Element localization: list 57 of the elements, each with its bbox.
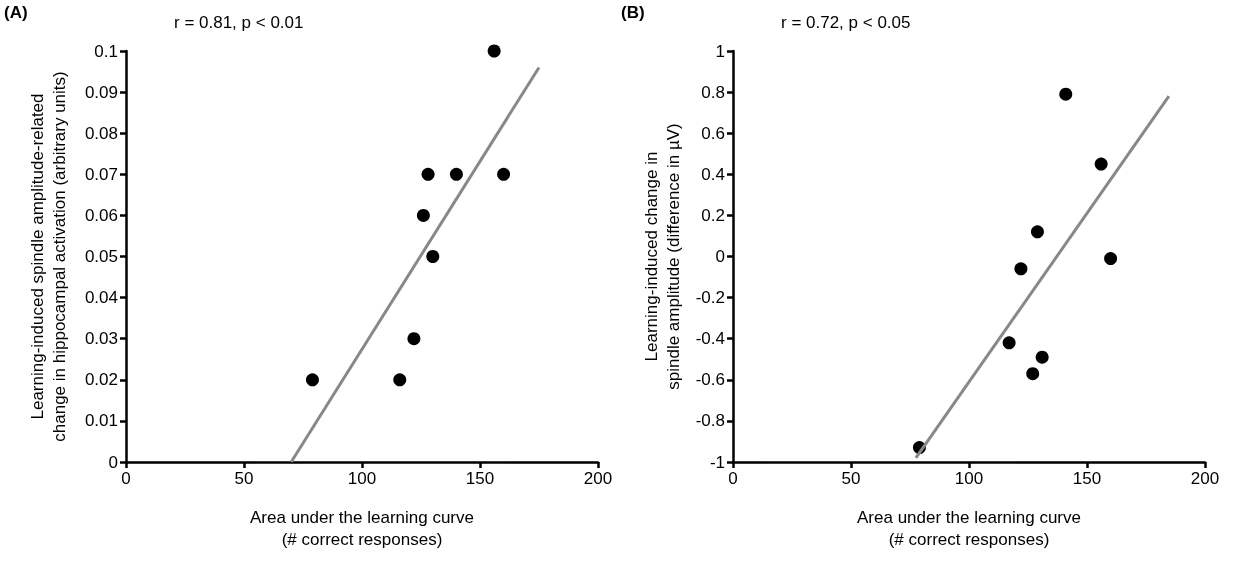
x-tick-label: 0 [121,469,131,488]
y-tick-label: 0.8 [701,82,725,102]
y-axis-title: Learning-induced change in spindle amplitude (difference in µV) [642,123,684,390]
x-tick-label: 150 [465,469,495,488]
point [1002,336,1016,350]
x-tick-label: 100 [954,469,984,488]
y-tick-label: 0.06 [84,205,118,225]
y-axis-title: Learning-induced spindle amplitude-related change in hippocampal activation (arbitrary units) [27,71,69,442]
y-tick-label: 0.09 [84,82,118,102]
point [393,373,407,387]
y-tick-label: 0.04 [84,288,118,308]
y-tick-label: 0.1 [94,41,118,61]
y-tick-label: 0.08 [84,123,118,143]
point [497,167,511,181]
point [1059,87,1073,101]
y-tick-label: 1 [715,41,725,61]
point [305,373,319,387]
y-tick-label: 0.6 [701,123,725,143]
x-tick-label: 50 [234,469,254,488]
point [416,208,430,222]
x-tick-label: 200 [583,469,613,488]
x-tick-label: 50 [841,469,861,488]
x-axis-title: Area under the learning curve (# correct responses) [250,507,474,549]
point [1026,367,1040,381]
text: r = 0.72, p < 0.05 [781,13,911,32]
y-tick-label: -0.8 [695,411,725,431]
text: r = 0.81, p < 0.01 [174,13,304,32]
y-tick-label: 0.01 [84,411,118,431]
y-tick-label: -0.4 [695,329,725,349]
y-tick-label: -0.6 [695,370,725,390]
y-tick-label: -1 [709,452,725,472]
chart-title: (A) [4,3,28,22]
y-tick-label: 0.4 [701,164,725,184]
x-tick-label: 150 [1072,469,1102,488]
point [1014,262,1028,276]
x-tick-label: 0 [728,469,738,488]
point [1035,350,1049,364]
chart-title: (B) [621,3,645,22]
point [487,44,501,58]
point [1030,225,1044,239]
y-tick-label: 0 [108,452,118,472]
point [407,332,421,346]
point [421,167,435,181]
point [1104,252,1118,266]
y-tick-label: 0.03 [84,329,118,349]
x-axis-title: Area under the learning curve (# correct responses) [857,507,1081,549]
point [1094,157,1108,171]
y-tick-label: 0.05 [84,247,118,266]
point [426,250,440,263]
x-tick-label: 200 [1190,469,1220,488]
x-tick-label: 100 [347,469,377,488]
y-tick-label: 0.07 [84,164,118,184]
y-tick-label: 0 [715,247,725,266]
y-tick-label: 0.2 [701,205,725,225]
y-tick-label: -0.2 [695,288,725,308]
y-tick-label: 0.02 [84,370,118,390]
point [449,167,463,181]
